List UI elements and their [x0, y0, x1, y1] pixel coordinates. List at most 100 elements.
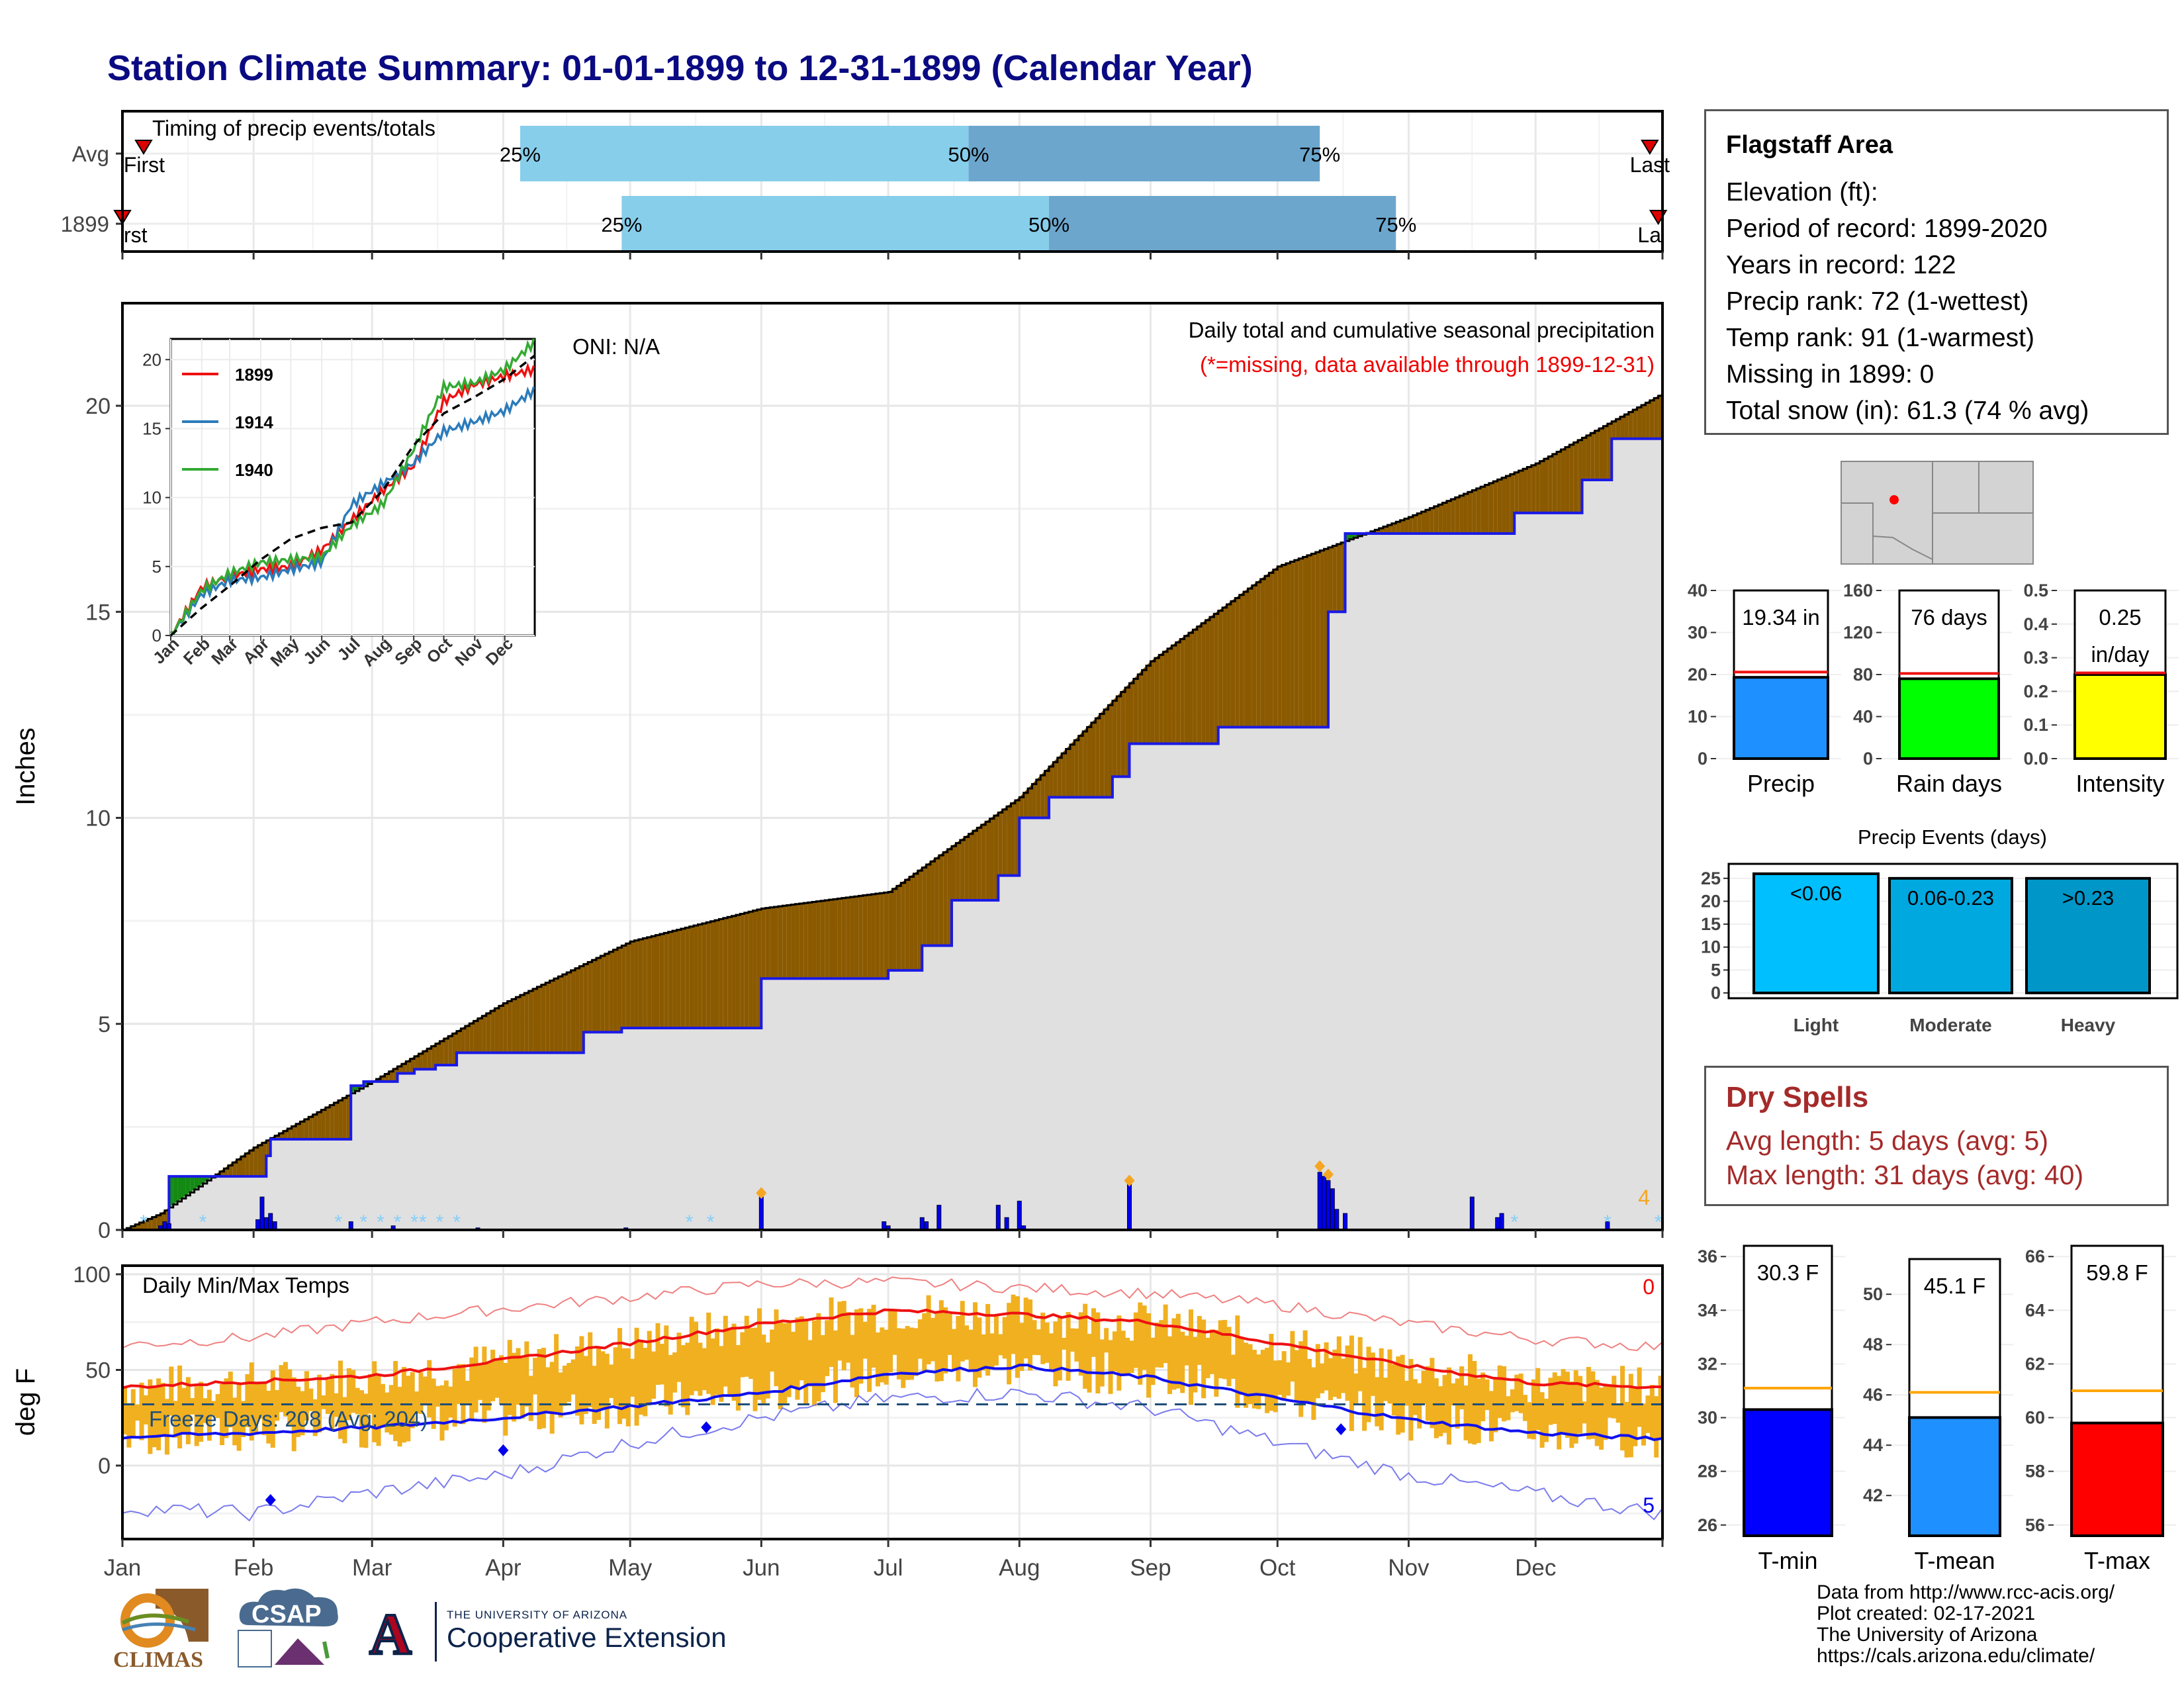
precip-event-bar	[2025, 876, 2151, 994]
daily-temp-bar	[199, 1382, 204, 1442]
daily-temp-bar	[1298, 1341, 1304, 1417]
first-event-label: rst	[124, 223, 148, 247]
below-average-fill	[554, 976, 559, 1053]
below-average-fill	[482, 1013, 486, 1053]
average-cumulative-line	[122, 393, 1664, 1231]
below-average-fill	[1493, 479, 1498, 534]
below-average-fill	[1594, 428, 1600, 481]
temp-gauge-0-y-tick-label: 30	[1698, 1408, 1717, 1428]
daily-temp-bar	[1091, 1308, 1096, 1357]
daily-temp-bar	[1353, 1373, 1359, 1405]
station-years: Years in record: 122	[1726, 251, 1956, 279]
below-average-fill	[1108, 700, 1113, 798]
daily-temp-bar	[752, 1327, 758, 1411]
below-average-fill	[1557, 449, 1561, 513]
observed-cumulative-area	[122, 434, 1662, 1231]
below-average-fill	[1641, 402, 1646, 439]
daily-temp-bar	[245, 1374, 250, 1427]
below-average-fill	[638, 938, 643, 1028]
daily-temp-bar	[1294, 1350, 1299, 1401]
below-average-fill	[300, 1119, 304, 1140]
daily-temp-bar	[406, 1376, 411, 1442]
daily-temp-bar	[465, 1380, 470, 1404]
daily-temp-bar	[909, 1327, 915, 1380]
daily-temp-bar	[126, 1403, 132, 1448]
daily-temp-bar	[1451, 1383, 1456, 1406]
precip-gauge-2-y-tick-label: 0.0	[2023, 749, 2048, 769]
daily-temp-bar	[837, 1301, 842, 1361]
below-average-fill	[1488, 481, 1494, 534]
below-average-fill	[1239, 591, 1244, 727]
daily-temp-bar	[317, 1374, 322, 1432]
freeze-days-label: Freeze Days: 208 (Avg: 204)	[149, 1407, 428, 1431]
precip-gauge-1-y-tick-label: 80	[1853, 665, 1873, 684]
station-info-box: Flagstaff Area Elevation (ft): Period of…	[1704, 109, 2169, 435]
month-label: Sep	[1130, 1555, 1171, 1581]
daily-temp-bar	[312, 1399, 318, 1436]
below-average-fill	[1070, 740, 1075, 798]
daily-temp-bar	[659, 1343, 664, 1385]
daily-temp-bar	[1404, 1380, 1410, 1406]
below-average-fill	[422, 1049, 428, 1070]
daily-temp-bar	[985, 1303, 991, 1376]
temp-gauge-0-y-tick-label: 34	[1698, 1300, 1717, 1320]
daily-temp-bar	[1433, 1378, 1439, 1438]
below-average-fill	[1544, 456, 1549, 513]
temp-y-tick-label: 50	[85, 1358, 111, 1383]
daily-temp-bar	[122, 1387, 127, 1434]
daily-temp-bar	[528, 1376, 533, 1421]
daily-temp-bar	[715, 1328, 719, 1395]
dry-spells-avg: Avg length: 5 days (avg: 5)	[1726, 1125, 2048, 1156]
below-average-fill	[858, 895, 863, 979]
daily-temp-bar	[1332, 1349, 1338, 1397]
below-average-fill	[1442, 500, 1447, 534]
below-average-fill	[659, 933, 664, 1028]
below-average-fill	[604, 951, 610, 1033]
below-average-fill	[913, 870, 918, 970]
daily-temp-bar	[1074, 1329, 1079, 1362]
daily-temp-bar	[1379, 1348, 1384, 1430]
daily-temp-bar	[1015, 1296, 1020, 1378]
daily-temp-bar	[960, 1301, 965, 1362]
daily-temp-bar	[1565, 1372, 1570, 1438]
daily-temp-bar	[782, 1323, 788, 1405]
daily-temp-bar	[385, 1392, 390, 1432]
daily-temp-bar	[185, 1377, 191, 1444]
daily-temp-bar	[1260, 1350, 1265, 1397]
oni-label: ONI: N/A	[572, 334, 660, 359]
below-average-fill	[664, 931, 668, 1028]
daily-temp-bar	[1290, 1331, 1295, 1382]
below-average-fill	[1430, 506, 1434, 534]
below-average-fill	[1412, 513, 1418, 534]
below-average-fill	[1129, 679, 1134, 744]
daily-temp-bar	[778, 1320, 783, 1409]
below-average-fill	[558, 974, 563, 1053]
below-average-fill	[786, 904, 792, 979]
daily-temp-bar	[1222, 1319, 1228, 1380]
daily-temp-bar	[139, 1382, 144, 1440]
below-average-fill	[1036, 775, 1041, 818]
below-average-fill	[807, 902, 813, 979]
daily-temp-bar	[1375, 1377, 1380, 1427]
daily-temp-bar	[1548, 1378, 1553, 1425]
daily-temp-bar	[1658, 1376, 1663, 1439]
daily-temp-bar	[1535, 1368, 1541, 1430]
month-label: Jan	[104, 1555, 141, 1581]
month-label: Dec	[1515, 1555, 1556, 1581]
below-average-fill	[795, 903, 799, 979]
precip-event-category: Light	[1794, 1015, 1839, 1035]
below-average-fill	[241, 1153, 246, 1177]
daily-temp-bar	[1281, 1351, 1287, 1399]
daily-temp-bar	[1235, 1315, 1240, 1408]
below-average-fill	[625, 941, 631, 1028]
below-average-fill	[1120, 687, 1126, 777]
daily-temp-bar	[655, 1323, 660, 1385]
daily-temp-bar	[1544, 1398, 1549, 1442]
daily-temp-bar	[206, 1389, 212, 1441]
daily-temp-bar	[321, 1395, 326, 1409]
daily-temp-bar	[220, 1383, 225, 1446]
coop-extension-label: Cooperative Extension	[447, 1622, 727, 1653]
precip-gauge-2-value-bar	[2073, 673, 2167, 760]
daily-temp-bar	[1218, 1320, 1223, 1379]
month-label: Apr	[485, 1555, 522, 1581]
